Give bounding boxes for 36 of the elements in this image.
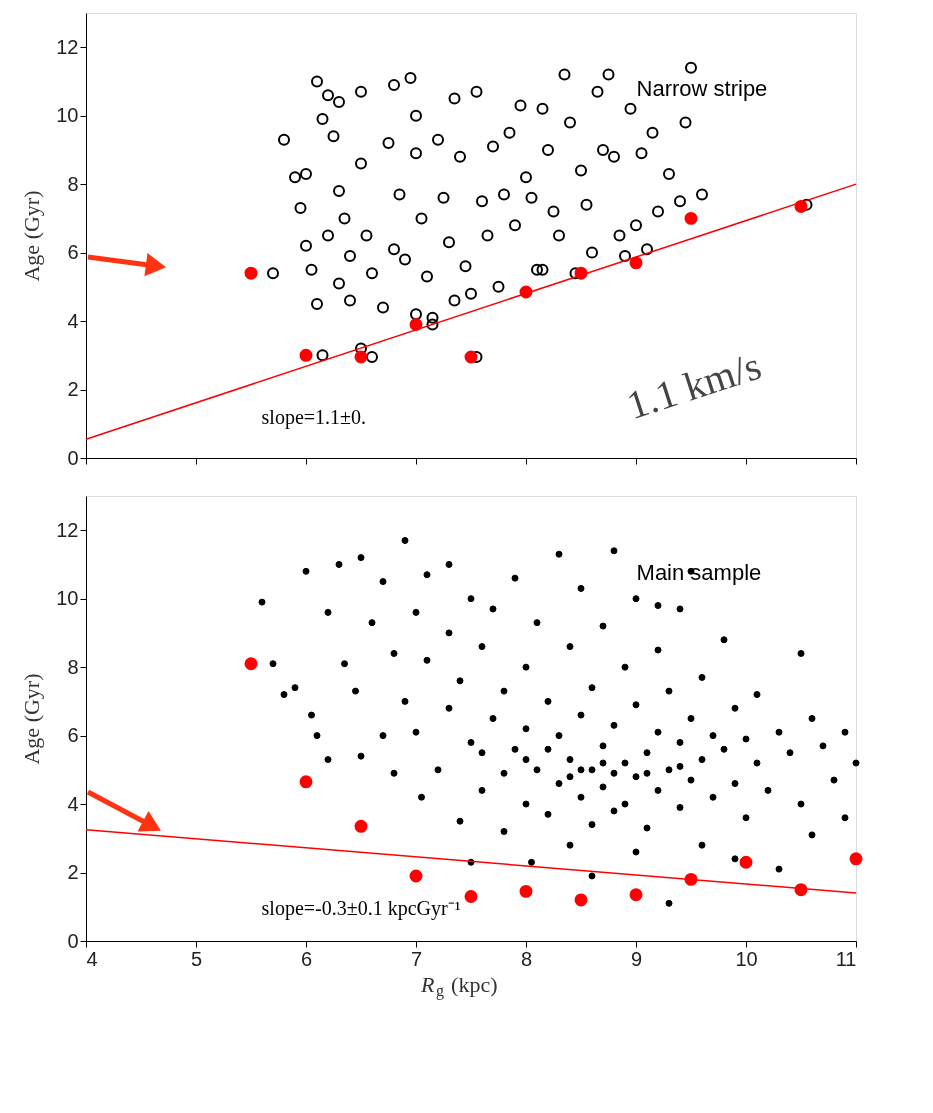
x-tick-label: 4 [86, 947, 98, 970]
y-tick-label: 0 [67, 446, 79, 469]
y-tick-label: 0 [67, 929, 79, 952]
annotation: 1.1 km/s [621, 342, 767, 429]
y-tick-label: 12 [56, 518, 79, 541]
y-axis-title: Age (Gyr) [19, 673, 45, 765]
point [244, 266, 258, 280]
y-tick-label: 2 [67, 378, 79, 401]
y-tick-label: 4 [67, 309, 79, 332]
point [409, 318, 423, 331]
y-tick-label: 8 [67, 655, 79, 678]
y-tick-label: 4 [67, 792, 79, 815]
x-tick-label: 7 [410, 947, 423, 970]
point [299, 348, 313, 362]
point [684, 211, 698, 225]
point [354, 350, 368, 364]
y-tick-label: 6 [67, 241, 79, 264]
annotation: Narrow stripe [636, 76, 768, 101]
y-tick-label: 6 [67, 724, 79, 747]
y-tick-label: 12 [56, 35, 79, 58]
point [629, 256, 643, 270]
point [464, 350, 478, 364]
x-tick-label: 5 [190, 947, 203, 970]
y-axis-title: Age (Gyr) [19, 190, 45, 282]
annotation: Main sample [636, 560, 762, 585]
annotation: slope=-0.3±0.1 kpcGyr⁻¹ [261, 897, 461, 920]
annotation: slope=1.1±0. [261, 406, 367, 429]
y-tick-label: 2 [67, 861, 79, 884]
y-tick-label: 10 [56, 104, 79, 127]
x-tick-label: 6 [300, 947, 313, 970]
y-tick-label: 8 [67, 172, 79, 195]
y-tick-label: 10 [56, 587, 79, 610]
x-tick-label: 9 [630, 947, 643, 970]
x-tick-label: 11 [835, 947, 857, 970]
x-tick-label: 10 [735, 947, 758, 970]
x-tick-label: 8 [520, 947, 533, 970]
